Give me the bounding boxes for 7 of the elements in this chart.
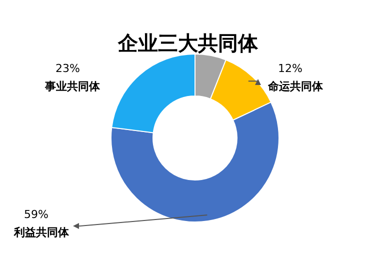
slice-label: 命运共同体 bbox=[267, 80, 324, 93]
slice-label: 事业共同体 bbox=[44, 80, 101, 93]
chart-title: 企业三大共同体 bbox=[117, 31, 259, 55]
data-label: 59% bbox=[24, 208, 48, 221]
slice-label: 利益共同体 bbox=[13, 226, 70, 239]
data-label: 12% bbox=[278, 62, 302, 75]
data-label: 23% bbox=[56, 62, 80, 75]
